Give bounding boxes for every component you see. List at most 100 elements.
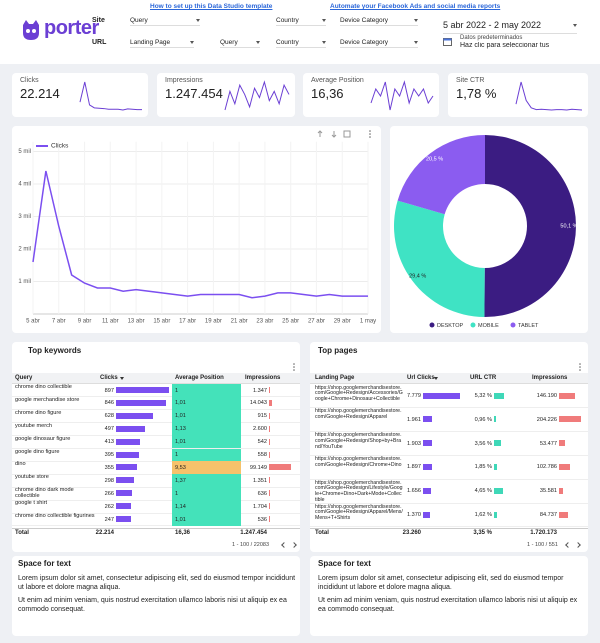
column-header[interactable]: Clicks — [100, 375, 118, 381]
x-tick-label: 27 abr — [308, 319, 325, 325]
column-header[interactable]: Url Clicks — [407, 375, 435, 381]
x-tick-label: 9 abr — [78, 319, 92, 325]
x-tick-label: 11 abr — [102, 319, 119, 325]
y-tick-label: 5 mil — [18, 149, 31, 155]
cell-impressions: 35.581 — [539, 488, 557, 495]
cell-page[interactable]: https://shop.googlemerchandisestore.com/… — [315, 432, 402, 450]
column-header[interactable]: Impressions — [245, 375, 281, 381]
position-cell — [172, 513, 241, 526]
date-range[interactable]: 5 abr 2022 - 2 may 2022 — [443, 21, 577, 34]
cell-ctr: 3,56 % — [474, 440, 492, 447]
date-hint[interactable]: Haz clic para seleccionar tus — [460, 42, 550, 49]
cell-position: 1 — [175, 387, 179, 394]
text-paragraph: Lorem ipsum dolor sit amet, consectetur … — [318, 575, 564, 591]
cell-clicks: 497 — [104, 426, 114, 433]
pagination: 1 - 100 / 22083 — [232, 542, 270, 548]
impressions-bar — [559, 487, 563, 494]
total-clicks: 23.260 — [402, 530, 421, 536]
cell-position: 1,37 — [175, 477, 186, 484]
legend-dot — [470, 322, 476, 328]
x-tick-label: 19 abr — [205, 319, 222, 325]
position-cell — [172, 435, 241, 449]
filter-dropdown[interactable]: Country — [276, 16, 326, 26]
header-link[interactable]: How to set up this Data Studio template — [150, 3, 273, 10]
cell-page[interactable]: https://shop.googlemerchandisestore.com/… — [315, 479, 403, 504]
text-paragraph: Ut enim ad minim veniam, quis nostrud ex… — [318, 597, 578, 613]
total-clicks: 22.214 — [95, 530, 114, 536]
filter-dropdown[interactable]: Query — [220, 38, 260, 48]
cell-page[interactable]: https://shop.googlemerchandisestore.com/… — [315, 455, 402, 468]
row-divider — [12, 512, 300, 514]
column-header[interactable]: Average Position — [175, 375, 224, 381]
row-divider — [310, 478, 588, 480]
line-series — [32, 170, 368, 299]
filter-dropdown[interactable]: Query — [130, 16, 200, 26]
cell-impressions: 53.477 — [539, 440, 557, 447]
cell-query: google dino figure — [15, 448, 60, 455]
column-header[interactable]: URL CTR — [470, 375, 497, 381]
cell-query: google t shirt — [15, 500, 48, 507]
sort-icon — [434, 377, 438, 382]
cell-impressions: 146.190 — [536, 393, 557, 399]
x-tick-label: 13 abr — [128, 319, 145, 325]
cell-clicks: 266 — [104, 490, 114, 497]
row-divider — [310, 431, 588, 433]
header-bar — [0, 0, 600, 64]
cell-position: 1,14 — [175, 503, 186, 510]
row-divider — [12, 473, 300, 475]
sparkline — [79, 81, 142, 111]
text-panel — [12, 556, 300, 636]
row-divider — [12, 525, 300, 527]
cell-ctr: 0,96 % — [474, 416, 492, 423]
cell-query: chrome dino collectible figurines — [15, 513, 95, 519]
ctr-bar — [494, 487, 503, 494]
filter-dropdown[interactable]: Device Category — [340, 16, 418, 26]
cell-clicks: 262 — [104, 503, 114, 510]
column-header[interactable]: Query — [15, 375, 33, 381]
table-menu — [579, 363, 581, 371]
cell-clicks: 1.961 — [407, 416, 421, 423]
row-divider — [12, 486, 300, 488]
cell-page[interactable]: https://shop.googlemerchandisestore.com/… — [315, 408, 402, 421]
scorecard-value: 16,36 — [311, 86, 344, 101]
donut-slice — [484, 135, 577, 317]
table-title: Top keywords — [28, 346, 82, 355]
cell-clicks: 628 — [104, 413, 114, 420]
cell-page[interactable]: https://shop.googlemerchandisestore.com/… — [315, 384, 403, 403]
clicks-bar — [116, 412, 154, 419]
impressions-bar — [559, 392, 575, 399]
clicks-bar — [116, 516, 131, 522]
pagination: 1 - 100 / 551 — [527, 542, 558, 548]
position-cell — [172, 461, 241, 475]
cell-page[interactable]: https://shop.googlemerchandisestore.com/… — [315, 503, 403, 522]
cell-query: google dinosaur figure — [15, 435, 71, 442]
filter-dropdown[interactable]: Device Category — [340, 38, 418, 48]
filter-dropdown[interactable]: Landing Page — [130, 38, 194, 48]
clicks-bar — [116, 490, 132, 497]
clicks-bar — [423, 416, 433, 423]
filter-dropdown[interactable]: Country — [276, 38, 326, 48]
sparkline — [224, 80, 290, 111]
header-link[interactable]: Automate your Facebook Ads and social me… — [330, 3, 501, 10]
table-header-bg — [310, 373, 588, 384]
clicks-bar — [116, 387, 169, 393]
row-divider — [310, 407, 588, 409]
cell-clicks: 1.903 — [407, 440, 421, 447]
y-tick-label: 4 mil — [18, 182, 31, 188]
filter-label: Site — [92, 17, 105, 24]
position-cell — [172, 396, 241, 410]
cell-query: chrome dino figure — [15, 409, 62, 416]
slice-label: 50,1 % — [560, 224, 577, 230]
column-header[interactable]: Landing Page — [315, 375, 355, 381]
scorecard-label: Clicks — [20, 77, 39, 84]
position-cell — [172, 409, 241, 423]
total-label: Total — [315, 530, 329, 536]
ctr-bar — [494, 392, 504, 399]
cell-query: dino — [15, 461, 26, 468]
row-divider — [12, 460, 300, 462]
scorecard-label: Average Position — [311, 77, 364, 84]
column-header[interactable]: Impressions — [532, 375, 568, 381]
x-tick-label: 1 may — [360, 319, 376, 325]
clicks-bar — [423, 463, 433, 470]
